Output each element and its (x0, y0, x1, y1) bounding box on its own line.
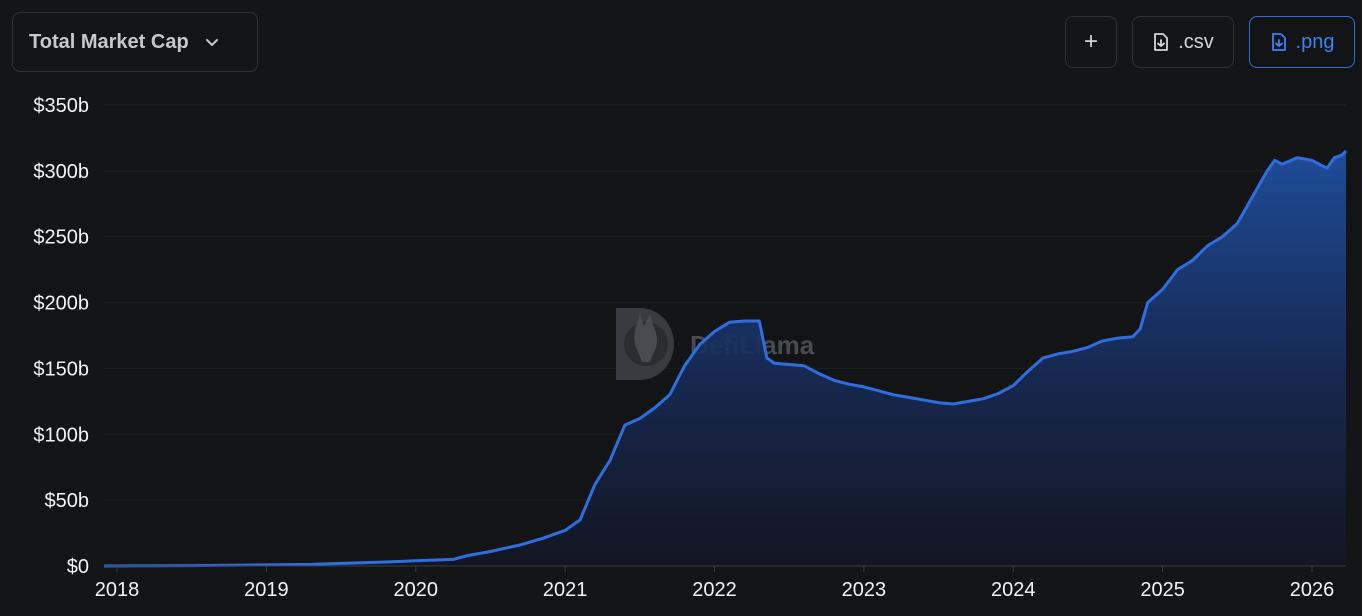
llama-logo-icon (616, 308, 674, 380)
file-download-icon (1271, 33, 1286, 51)
file-download-icon (1154, 33, 1169, 51)
y-tick-label: $0 (67, 556, 89, 578)
series-line (103, 150, 1348, 568)
x-tick-label: 2023 (842, 579, 887, 601)
metric-dropdown[interactable]: Total Market Cap (12, 12, 258, 72)
download-png-label: .png (1295, 30, 1335, 53)
y-tick-label: $200b (33, 293, 89, 315)
x-tick-label: 2026 (1290, 579, 1335, 601)
add-button-label: + (1083, 28, 1098, 55)
y-tick-label: $300b (33, 161, 89, 183)
x-tick-label: 2025 (1140, 579, 1185, 601)
chevron-down-icon (205, 39, 218, 46)
x-tick-label: 2024 (991, 579, 1036, 601)
market-cap-line (103, 150, 1348, 568)
x-tick-label: 2022 (692, 579, 737, 601)
y-tick-label: $350b (33, 95, 89, 117)
x-tick-label: 2018 (95, 579, 140, 601)
y-axis: $0 $50b $100b $150b $200b $250b $300b $350b (33, 95, 89, 578)
y-tick-label: $250b (33, 227, 89, 249)
area-fill (104, 151, 1346, 566)
download-csv-button[interactable]: .csv (1132, 16, 1234, 68)
download-png-button[interactable]: .png (1249, 16, 1355, 68)
x-tick-label: 2020 (394, 579, 439, 601)
x-tick-label: 2019 (244, 579, 289, 601)
x-axis: 2018 2019 2020 2021 2022 2023 2024 2025 2026 (95, 565, 1346, 601)
y-tick-label: $50b (45, 490, 90, 512)
y-tick-label: $100b (33, 424, 89, 446)
metric-dropdown-label: Total Market Cap (29, 30, 189, 53)
x-tick-label: 2021 (543, 579, 588, 601)
add-button[interactable]: + (1065, 16, 1117, 68)
market-cap-area (104, 151, 1346, 566)
y-tick-label: $150b (33, 358, 89, 380)
download-csv-label: .csv (1178, 30, 1214, 53)
